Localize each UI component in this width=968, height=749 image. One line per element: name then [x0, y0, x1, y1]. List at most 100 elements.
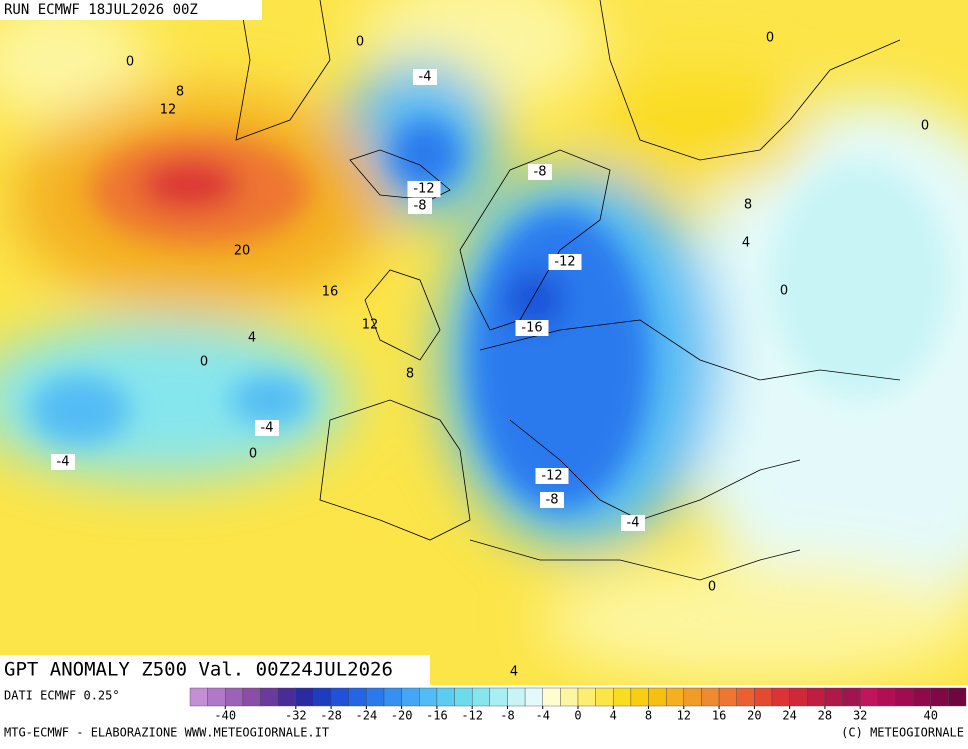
contour-label: 0 [356, 35, 364, 50]
contour-label-box [621, 515, 645, 531]
colorbar-tick-label: -20 [391, 709, 413, 723]
colorbar-swatch [630, 687, 649, 707]
colorbar-swatch [613, 687, 632, 707]
colorbar-swatch [189, 687, 208, 707]
colorbar-tick-label: 0 [574, 709, 581, 723]
contour-label: 4 [742, 236, 750, 251]
colorbar-tick-label: 12 [677, 709, 691, 723]
contour-label: 0 [921, 119, 929, 134]
colorbar-swatch [260, 687, 279, 707]
contour-label: -4 [57, 455, 70, 470]
colorbar-tick-label: -4 [536, 709, 550, 723]
colorbar-swatch [948, 687, 967, 707]
colorbar-swatch [718, 687, 737, 707]
colorbar-tick-label: 40 [924, 709, 938, 723]
contour-label: -4 [419, 70, 432, 85]
colorbar-tick-label: 20 [747, 709, 761, 723]
contour-label-box [540, 492, 564, 508]
contour-label-box [255, 420, 279, 436]
colorbar-tick-label: 16 [712, 709, 726, 723]
contour-label-box [515, 320, 549, 336]
contour-label: 20 [234, 244, 251, 259]
contour-label: 8 [744, 198, 752, 213]
colorbar-swatch [789, 687, 808, 707]
colorbar-swatch [665, 687, 685, 707]
colorbar-swatch [560, 687, 579, 707]
anomaly-core [30, 120, 950, 510]
colorbar-swatch [895, 687, 914, 707]
contour-label-box [548, 254, 582, 270]
colorbar-swatch [542, 687, 561, 707]
contour-label-box [51, 454, 75, 470]
colorbar-swatch [313, 687, 332, 707]
contour-label: 12 [160, 103, 177, 118]
colorbar-tick-label: -8 [500, 709, 514, 723]
title: GPT ANOMALY Z500 Val. 00Z24JUL2026 [4, 659, 393, 681]
contour-label: 0 [126, 55, 134, 70]
colorbar-swatch [877, 687, 896, 707]
colorbar-swatch [701, 687, 720, 707]
contour-label: -12 [541, 469, 562, 484]
contour-label-box [528, 164, 552, 180]
colorbar-swatch [824, 687, 843, 707]
colorbar-tick-label: -24 [356, 709, 378, 723]
contour-label: 8 [176, 85, 184, 100]
contour-label-box [535, 468, 569, 484]
contour-label: -4 [261, 421, 274, 436]
colorbar-swatch [471, 687, 491, 707]
header: RUN ECMWF 18JUL2026 00Z [4, 2, 198, 18]
title-box [0, 655, 430, 685]
contour-label: -16 [521, 321, 542, 336]
colorbar-tick-label: 4 [610, 709, 617, 723]
contour-label: -12 [413, 182, 434, 197]
colorbar-swatch [912, 687, 931, 707]
contour-label: 4 [510, 665, 518, 680]
colorbar-swatch [683, 687, 702, 707]
colorbar-swatch [754, 687, 773, 707]
colorbar-tick-label: 8 [645, 709, 652, 723]
contour-label: 0 [249, 447, 257, 462]
colorbar-tick-label: 24 [782, 709, 796, 723]
colorbar-swatch [507, 687, 526, 707]
colorbar-swatch [242, 687, 261, 707]
colorbar-swatch [736, 687, 755, 707]
contour-label: -12 [554, 255, 575, 270]
contour-label: 0 [780, 284, 788, 299]
contour-label: 0 [708, 580, 716, 595]
contour-label-box [413, 69, 437, 85]
contour-label: -8 [546, 493, 559, 508]
colorbar-swatch [489, 687, 508, 707]
contour-label-box [408, 198, 432, 214]
colorbar-swatch [595, 687, 614, 707]
colorbar-swatch [225, 687, 244, 707]
colorbar-tick-label: 28 [818, 709, 832, 723]
colorbar-swatch [419, 687, 438, 707]
colorbar-swatch [930, 687, 949, 707]
contour-label: -8 [534, 165, 547, 180]
contour-label: -8 [414, 199, 427, 214]
colorbar-swatch [348, 687, 367, 707]
colorbar-swatch [295, 687, 314, 707]
contour-label: 0 [766, 31, 774, 46]
colorbar-tick-label: -16 [426, 709, 448, 723]
colorbar-tick-label: -40 [214, 709, 236, 723]
colorbar-swatch [577, 687, 596, 707]
source: DATI ECMWF 0.25° [4, 689, 120, 703]
colorbar-tick-label: -12 [461, 709, 483, 723]
colorbar-tick-label: -28 [320, 709, 342, 723]
contour-label: 4 [248, 331, 256, 346]
colorbar-swatch [648, 687, 667, 707]
contour-label: 0 [200, 355, 208, 370]
colorbar-swatch [436, 687, 455, 707]
colorbar-swatch [277, 687, 297, 707]
contour-label-box [407, 181, 441, 197]
colorbar-swatch [859, 687, 879, 707]
colorbar-tick-label: -32 [285, 709, 307, 723]
colorbar-swatch [401, 687, 420, 707]
colorbar-swatch [207, 687, 226, 707]
contour-label: 12 [362, 318, 379, 333]
colorbar-swatch [771, 687, 790, 707]
contour-label: 8 [406, 367, 414, 382]
